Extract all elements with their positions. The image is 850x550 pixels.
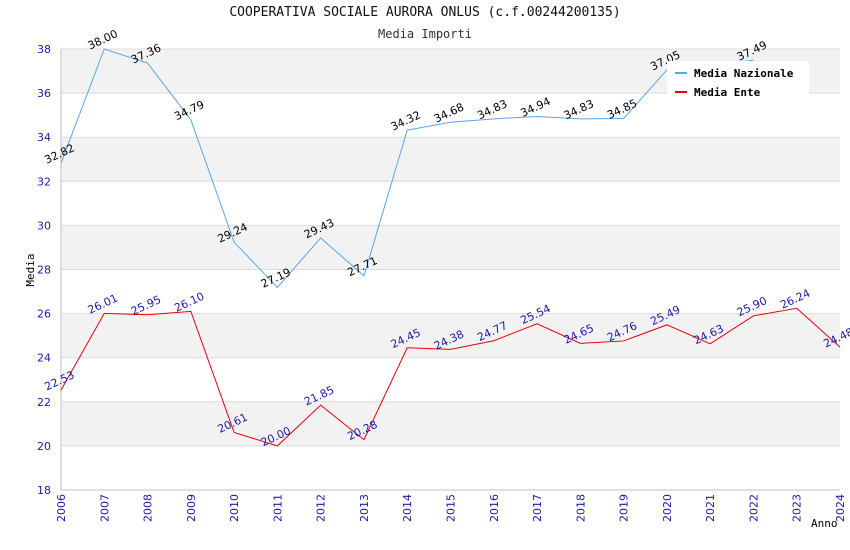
y-tick-label: 22	[37, 396, 51, 409]
axes	[60, 49, 840, 491]
chart-title: COOPERATIVA SOCIALE AURORA ONLUS (c.f.00…	[229, 5, 621, 20]
y-tick-label: 38	[37, 43, 51, 56]
x-tick-label: 2009	[185, 494, 198, 522]
y-tick-label: 18	[37, 484, 51, 497]
x-tick-label: 2017	[531, 494, 544, 522]
grid-band	[61, 445, 840, 490]
grid-band	[61, 225, 840, 270]
legend-box	[667, 61, 809, 97]
grid-band	[61, 313, 840, 358]
y-tick-label: 30	[37, 219, 51, 232]
x-tick-label: 2014	[401, 494, 414, 522]
y-tick-label: 24	[37, 352, 51, 365]
series-line	[60, 307, 841, 447]
x-tick-label: 2018	[574, 494, 587, 522]
x-tick-label: 2011	[271, 494, 284, 522]
x-tick-label: 2024	[834, 494, 847, 522]
grid-band	[61, 93, 840, 138]
x-tick-label: 2016	[488, 494, 501, 522]
grid-band	[61, 181, 840, 226]
grid-bands	[61, 49, 840, 490]
x-tick-label: 2015	[445, 494, 458, 522]
x-tick-label: 2012	[315, 494, 328, 522]
chart-subtitle: Media Importi	[378, 27, 472, 41]
x-tick-label: 2021	[704, 494, 717, 522]
y-tick-label: 28	[37, 264, 51, 277]
x-tick-labels: 2006 2007 2008 2009 2010 2011 2012 2013 2014 2015…	[55, 494, 847, 522]
x-tick-label: 2007	[98, 494, 111, 522]
x-axis-title: Anno	[811, 517, 838, 530]
x-tick-label: 2013	[358, 494, 371, 522]
series-lines	[60, 48, 841, 447]
grid-band	[61, 357, 840, 402]
legend: Media Nazionale Media Ente	[667, 61, 809, 99]
x-tick-label: 2019	[618, 494, 631, 522]
grid-band	[61, 137, 840, 182]
legend-entry: Media Ente	[694, 86, 761, 99]
x-tick-label: 2020	[661, 494, 674, 522]
y-axis-title: Media	[24, 253, 37, 286]
x-tick-label: 2008	[142, 494, 155, 522]
y-tick-label: 26	[37, 308, 51, 321]
y-tick-label: 20	[37, 440, 51, 453]
grid-band	[61, 401, 840, 446]
series-line	[60, 48, 754, 289]
grid-band	[61, 269, 840, 314]
x-tick-label: 2010	[228, 494, 241, 522]
x-tick-label: 2022	[747, 494, 760, 522]
legend-entry: Media Nazionale	[694, 67, 794, 80]
x-tick-label: 2006	[55, 494, 68, 522]
y-tick-labels: 18 20 22 24 26 28 30 32 34 36 38	[37, 43, 51, 497]
y-tick-label: 34	[37, 131, 51, 144]
y-tick-label: 36	[37, 87, 51, 100]
x-tick-label: 2023	[791, 494, 804, 522]
y-tick-label: 32	[37, 175, 51, 188]
